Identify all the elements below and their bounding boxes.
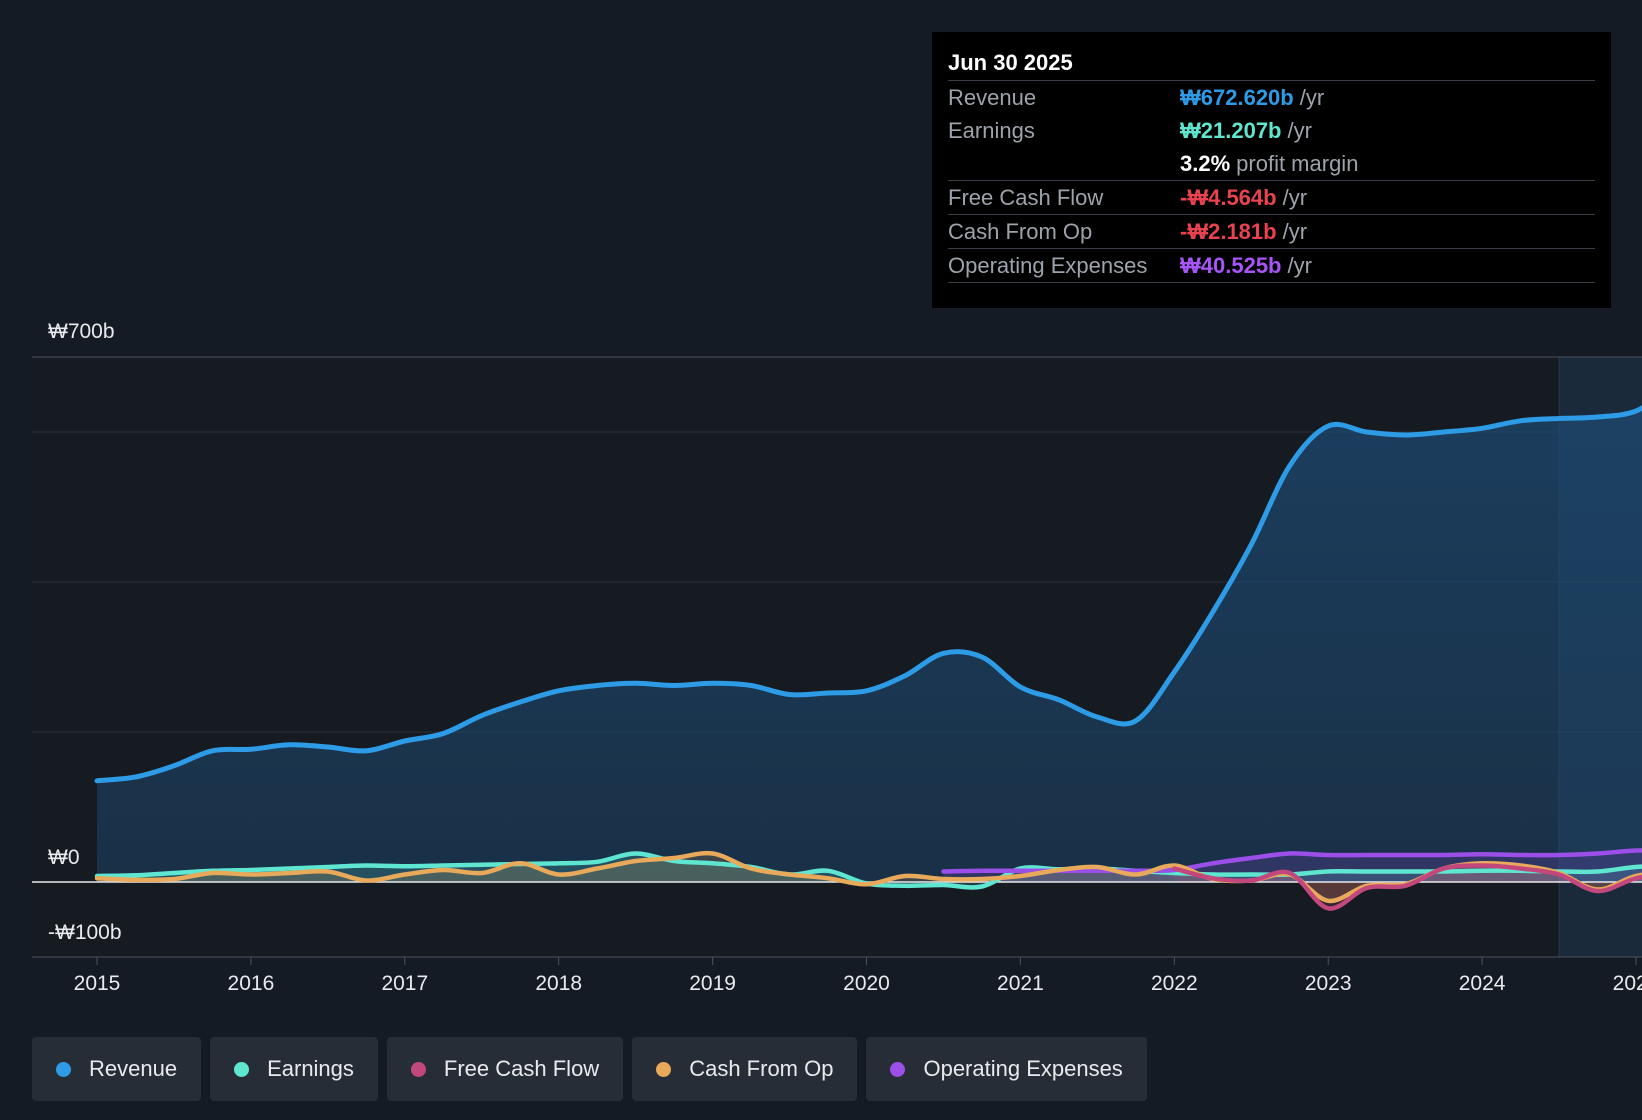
x-tick-label: 2015 xyxy=(74,972,121,995)
y-axis-label-top: ₩700b xyxy=(48,320,115,343)
x-tick-label: 2025 xyxy=(1613,972,1642,995)
tooltip-value: -₩2.181b xyxy=(1180,219,1277,244)
tooltip-unit: /yr xyxy=(1287,118,1312,143)
series-line-free-cash-flow xyxy=(1172,863,1642,911)
tooltip-unit: /yr xyxy=(1282,219,1308,244)
x-tick-label: 2020 xyxy=(843,972,890,995)
x-tick-label: 2018 xyxy=(535,972,582,995)
tooltip-value: -₩4.564b xyxy=(1180,185,1277,210)
tooltip-row-cfo: Cash From Op -₩2.181b /yr xyxy=(948,215,1595,249)
legend-item-earnings[interactable]: Earnings xyxy=(210,1037,378,1101)
tooltip-value: ₩672.620b xyxy=(1180,85,1294,110)
tooltip-label xyxy=(948,147,1180,180)
legend-dot-icon xyxy=(410,1061,426,1077)
legend-dot-icon xyxy=(890,1061,906,1077)
series-area-revenue xyxy=(97,408,1642,882)
x-tick-label: 2019 xyxy=(689,972,736,995)
tooltip-value: ₩21.207b xyxy=(1180,118,1282,143)
legend: Revenue Earnings Free Cash Flow Cash Fro… xyxy=(32,1037,1147,1101)
tooltip-label: Free Cash Flow xyxy=(948,185,1104,210)
tooltip-unit: profit margin xyxy=(1236,151,1359,176)
tooltip-label: Cash From Op xyxy=(948,219,1093,244)
tooltip-row-revenue: Revenue ₩672.620b /yr xyxy=(948,81,1595,114)
y-axis-label-zero: ₩0 xyxy=(48,846,80,869)
series-area-cash-from-op xyxy=(97,853,1642,901)
legend-dot-icon xyxy=(656,1061,672,1077)
series-line-earnings xyxy=(94,851,1642,890)
legend-dot-icon xyxy=(56,1061,71,1077)
tooltip-value: 3.2% xyxy=(1180,151,1231,176)
legend-label: Earnings xyxy=(267,1056,354,1081)
legend-label: Cash From Op xyxy=(689,1056,834,1081)
legend-item-operating-expenses[interactable]: Operating Expenses xyxy=(866,1037,1147,1101)
legend-label: Free Cash Flow xyxy=(443,1056,600,1081)
x-tick-label: 2024 xyxy=(1459,972,1506,995)
x-tick-label: 2016 xyxy=(228,972,275,995)
tooltip-row-earnings: Earnings ₩21.207b /yr xyxy=(948,114,1595,147)
legend-item-free-cash-flow[interactable]: Free Cash Flow xyxy=(386,1037,624,1101)
tooltip-unit: /yr xyxy=(1282,185,1308,210)
legend-dot-icon xyxy=(234,1061,250,1077)
tooltip-label: Operating Expenses xyxy=(948,253,1148,278)
x-tick-label: 2023 xyxy=(1305,972,1352,995)
x-tick-label: 2021 xyxy=(997,972,1044,995)
legend-label: Revenue xyxy=(89,1056,178,1081)
legend-label: Operating Expenses xyxy=(923,1056,1123,1081)
tooltip-unit: /yr xyxy=(1299,85,1325,110)
tooltip-value: ₩40.525b xyxy=(1180,253,1282,278)
tooltip-row-opex: Operating Expenses ₩40.525b /yr xyxy=(948,249,1595,283)
series-line-revenue xyxy=(94,405,1642,784)
legend-item-cash-from-op[interactable]: Cash From Op xyxy=(632,1037,858,1101)
tooltip-date: Jun 30 2025 xyxy=(948,48,1595,81)
tooltip-unit: /yr xyxy=(1287,253,1312,278)
tooltip-row-fcf: Free Cash Flow -₩4.564b /yr xyxy=(948,181,1595,215)
tooltip-panel: Jun 30 2025 Revenue ₩672.620b /yr Earnin… xyxy=(932,32,1611,308)
y-axis-label-bottom: -₩100b xyxy=(48,921,122,944)
series-area-operating-expenses xyxy=(943,850,1642,882)
legend-item-revenue[interactable]: Revenue xyxy=(32,1037,202,1101)
tooltip-label: Revenue xyxy=(948,85,1037,110)
tooltip-label: Earnings xyxy=(948,118,1035,143)
x-tick-label: 2022 xyxy=(1151,972,1198,995)
tooltip-row-margin: 3.2% profit margin xyxy=(948,147,1595,181)
x-tick-label: 2017 xyxy=(381,972,428,995)
